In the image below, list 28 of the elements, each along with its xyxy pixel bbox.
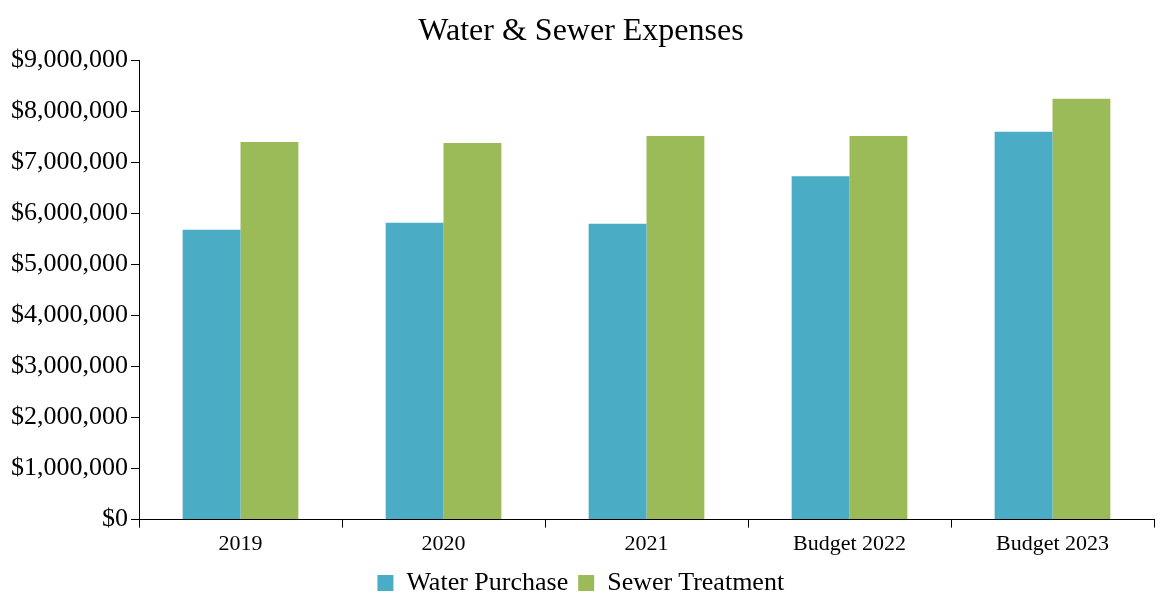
bar xyxy=(182,229,241,520)
y-tick-label: $9,000,000 xyxy=(11,44,128,74)
legend-label: Water Purchase xyxy=(406,566,569,596)
y-tick-label: $6,000,000 xyxy=(11,197,128,227)
x-tick-label: 2021 xyxy=(624,529,669,555)
legend-label: Sewer Treatment xyxy=(607,566,785,596)
bar xyxy=(1052,98,1111,520)
bar xyxy=(646,135,705,520)
x-tick-label: 2020 xyxy=(421,529,466,555)
y-tick-label: $4,000,000 xyxy=(11,299,128,329)
bar xyxy=(994,131,1053,520)
y-tick-label: $1,000,000 xyxy=(11,452,128,482)
bar xyxy=(240,142,299,520)
bar xyxy=(791,176,850,520)
bar xyxy=(588,223,647,520)
chart-title: Water & Sewer Expenses xyxy=(418,10,744,47)
x-tick-label: Budget 2022 xyxy=(792,529,907,555)
bar xyxy=(443,143,502,520)
y-tick-label: $8,000,000 xyxy=(11,95,128,125)
bar xyxy=(849,135,908,520)
y-tick-label: $5,000,000 xyxy=(11,248,128,278)
x-tick-label: 2019 xyxy=(218,529,263,555)
y-tick-label: $2,000,000 xyxy=(11,401,128,431)
bar xyxy=(385,222,444,520)
y-tick-label: $3,000,000 xyxy=(11,350,128,380)
y-tick-label: $0 xyxy=(102,503,128,533)
x-tick-label: Budget 2023 xyxy=(995,529,1110,555)
y-tick-label: $7,000,000 xyxy=(11,146,128,176)
